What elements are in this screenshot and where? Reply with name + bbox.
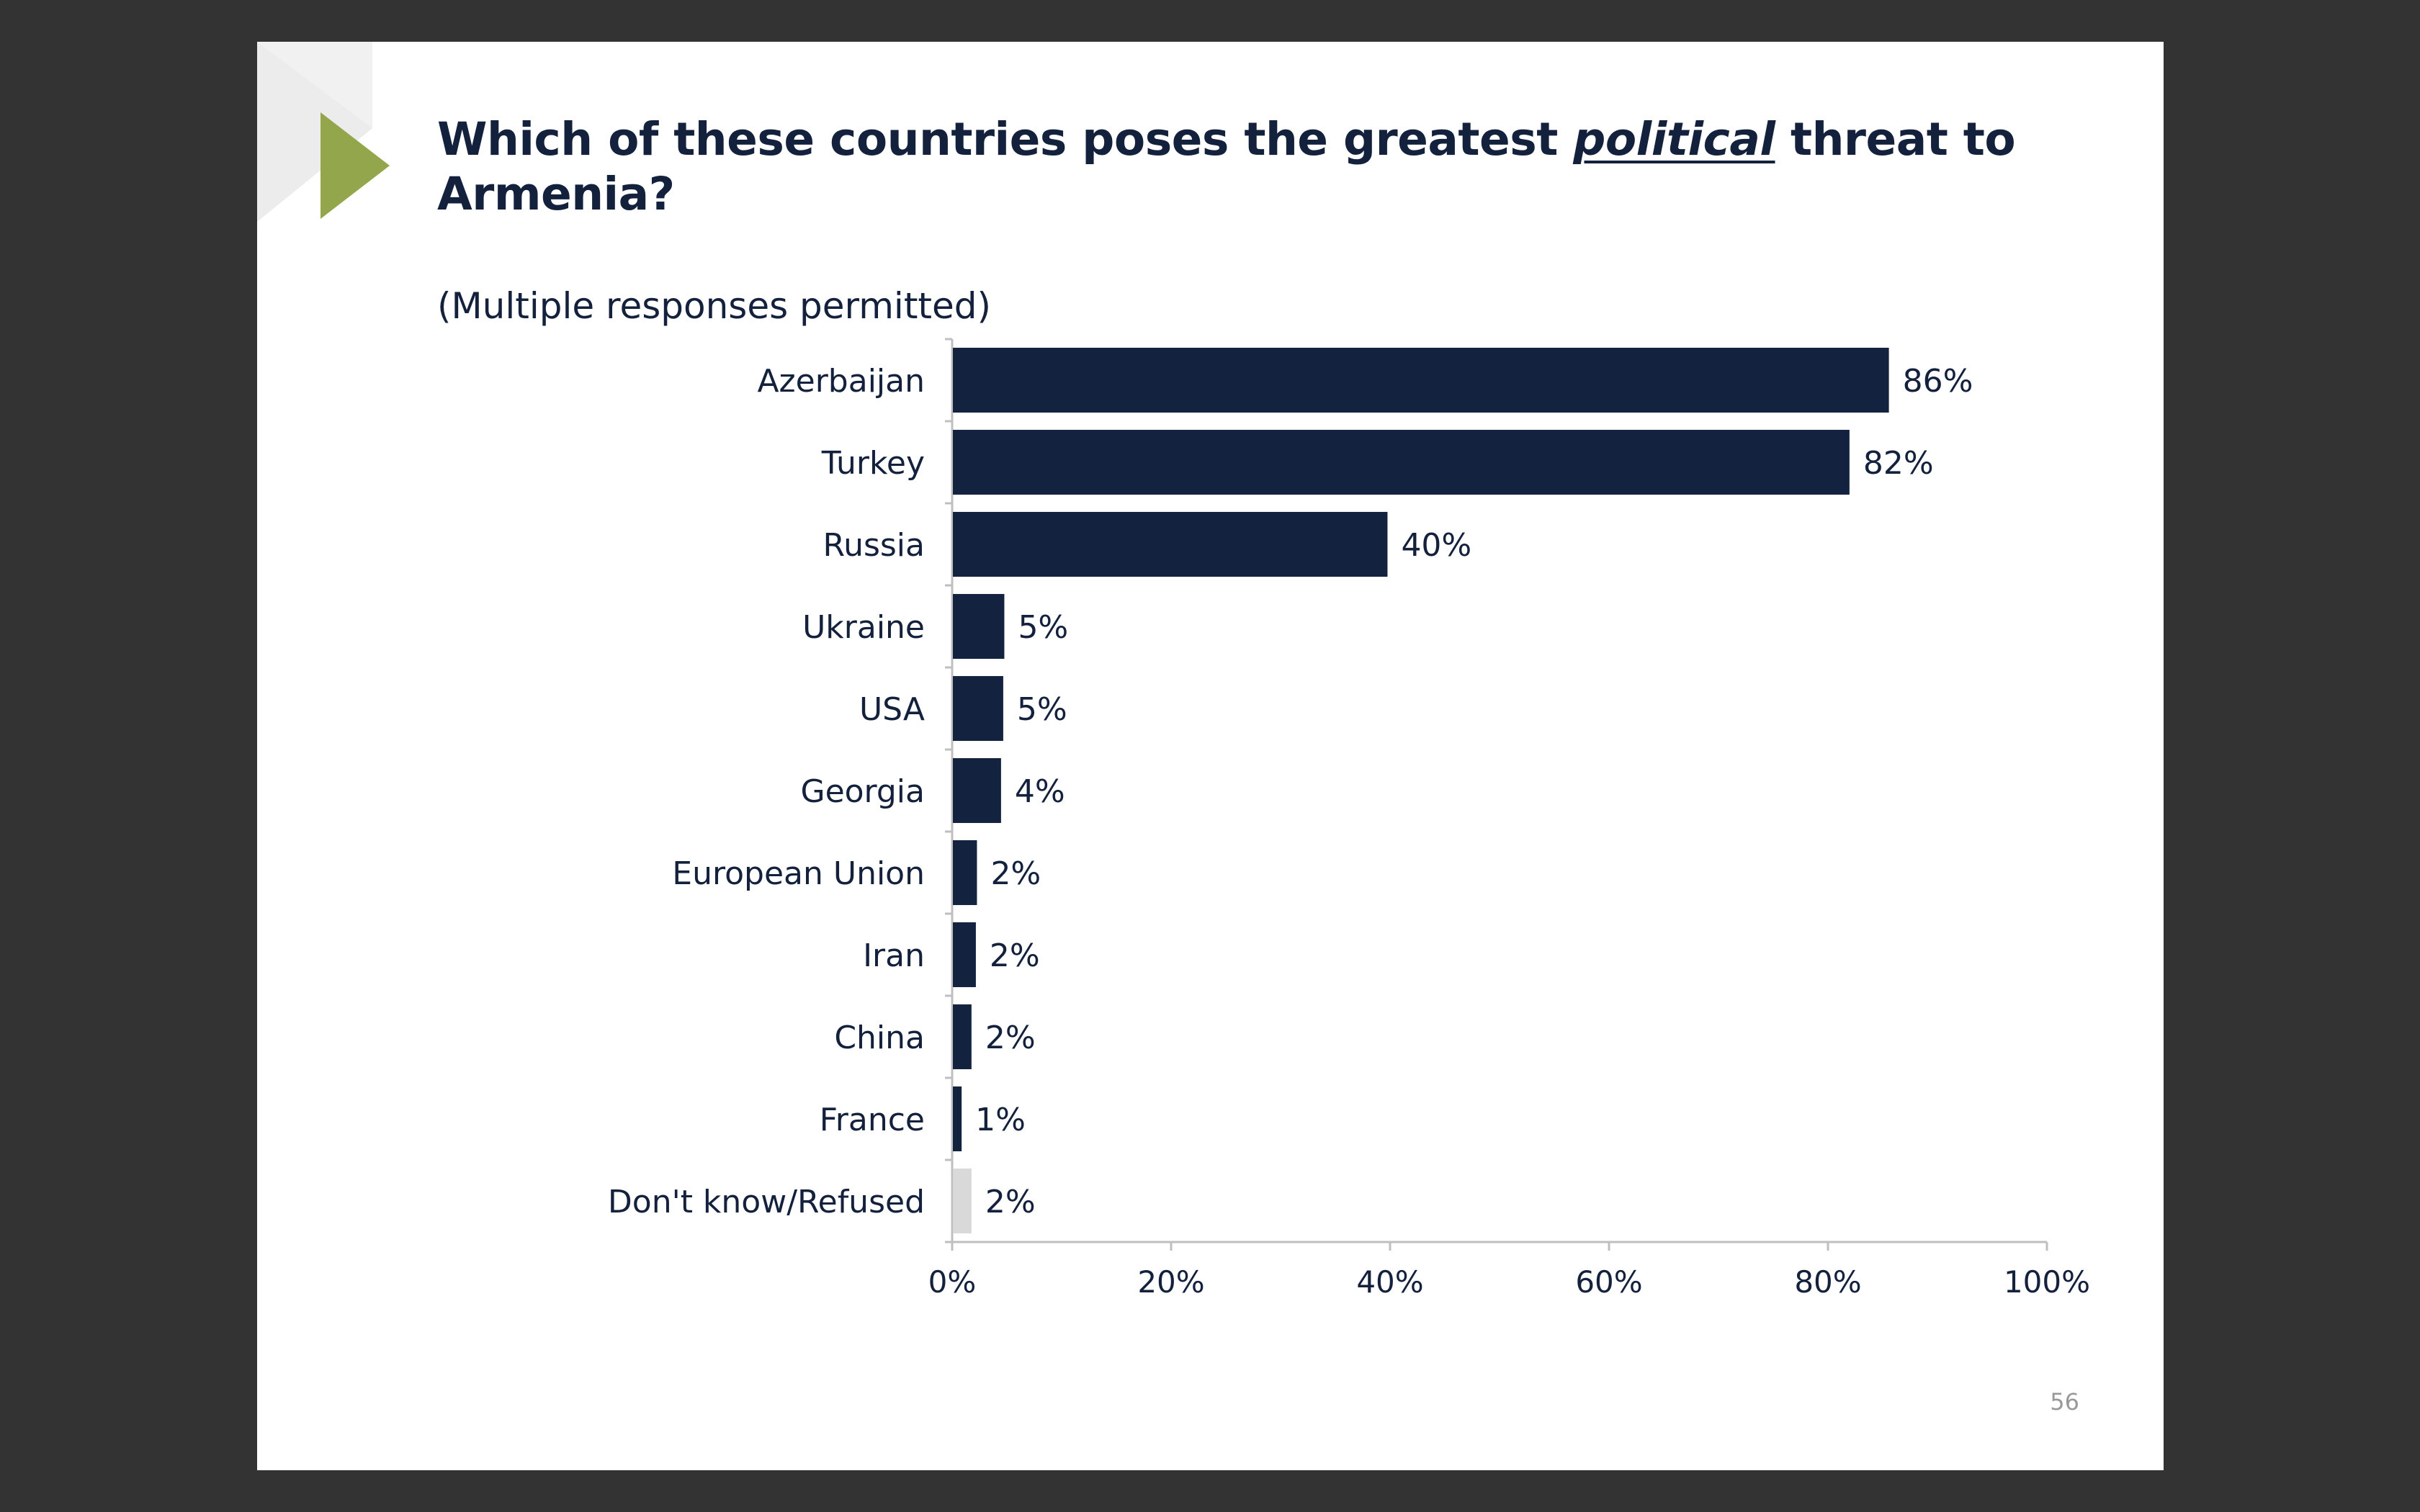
data-label: 82% [1863, 445, 1934, 482]
subtitle: (Multiple responses permitted) [437, 285, 992, 327]
bar-european-union [953, 840, 977, 906]
background-chevron-icon [257, 42, 372, 222]
bar-ukraine [953, 593, 1005, 660]
title-text-end: threat to Armenia? [437, 113, 2016, 220]
bar-russia [953, 511, 1388, 577]
category-label: Ukraine [802, 609, 925, 646]
data-label: 1% [975, 1102, 1026, 1138]
category-label: European Union [672, 855, 925, 892]
bar-china [953, 1004, 972, 1070]
data-label: 86% [1903, 363, 1973, 400]
x-tick-label: 80% [1794, 1264, 1861, 1300]
x-tick-label: 60% [1575, 1264, 1642, 1300]
page-title: Which of these countries poses the great… [437, 112, 2094, 222]
green-arrow-icon [321, 112, 390, 219]
bar-chart: Azerbaijan 86% Turkey 82% Russia 40% Ukraine 5%… [608, 338, 2090, 1300]
bar-georgia [953, 757, 1001, 824]
x-tick-label: 0% [928, 1264, 977, 1300]
bar-usa [953, 675, 1003, 742]
x-tick-label: 40% [1356, 1264, 1423, 1300]
category-label: Azerbaijan [757, 363, 925, 400]
green-arrow-shape [321, 112, 390, 219]
bar-azerbaijan [953, 347, 1889, 413]
category-label: China [834, 1020, 925, 1056]
data-label: 2% [985, 1020, 1036, 1056]
data-label: 2% [990, 937, 1040, 974]
category-label: Russia [823, 527, 925, 564]
page-number: 56 [2050, 1388, 2079, 1416]
category-label: USA [859, 691, 925, 728]
data-label: 2% [990, 855, 1041, 892]
data-label: 5% [1018, 609, 1068, 646]
slide: Which of these countries poses the great… [257, 42, 2164, 1470]
title-emphasis: political [1573, 113, 1775, 166]
data-label: 2% [985, 1184, 1036, 1220]
x-tick-label: 100% [2004, 1264, 2090, 1300]
category-label: Turkey [821, 445, 925, 482]
data-label: 5% [1017, 691, 1067, 728]
category-label: Georgia [800, 773, 925, 810]
data-label: 4% [1015, 773, 1065, 810]
title-text-start: Which of these countries poses the great… [437, 113, 1574, 166]
category-label: France [820, 1102, 925, 1138]
bar-turkey [953, 429, 1850, 495]
data-label: 40% [1401, 527, 1471, 564]
category-label: Iran [863, 937, 925, 974]
bar-iran [953, 922, 976, 988]
bar-don-t-know-refused [953, 1168, 972, 1234]
bar-france [953, 1086, 962, 1152]
category-label: Don't know/Refused [608, 1184, 925, 1220]
x-tick-label: 20% [1137, 1264, 1204, 1300]
